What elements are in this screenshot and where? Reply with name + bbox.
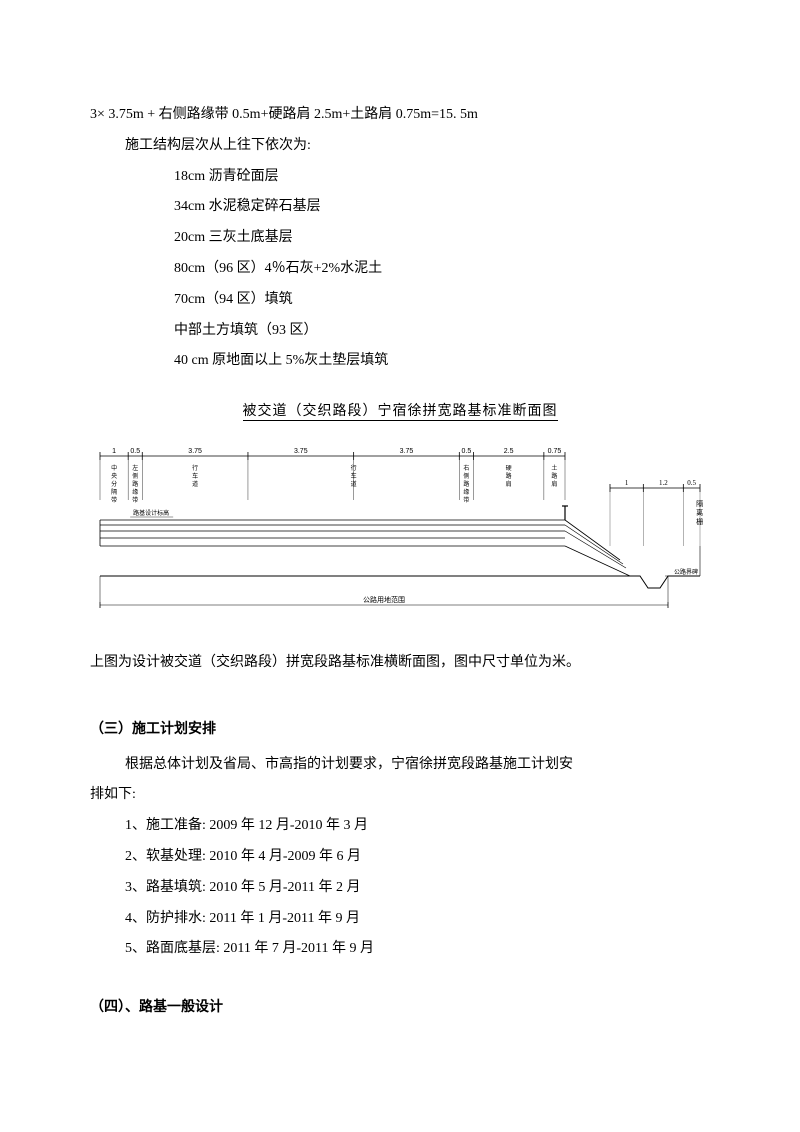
section-3-lead-1: 根据总体计划及省局、市高指的计划要求，宁宿徐拼宽段路基施工计划安 — [90, 750, 710, 781]
svg-text:土: 土 — [551, 464, 557, 472]
diagram-title: 被交道（交织路段）宁宿徐拼宽路基标准断面图 — [90, 397, 710, 428]
formula-line: 3× 3.75m + 右侧路缘带 0.5m+硬路肩 2.5m+土路肩 0.75m… — [90, 100, 710, 131]
svg-text:0.75: 0.75 — [548, 448, 562, 455]
svg-text:带: 带 — [132, 496, 138, 504]
svg-text:0.5: 0.5 — [130, 448, 140, 455]
section-3-heading: （三）施工计划安排 — [90, 715, 710, 746]
svg-text:路: 路 — [551, 472, 557, 480]
svg-text:栅: 栅 — [696, 517, 703, 526]
svg-text:2.5: 2.5 — [504, 448, 514, 455]
svg-text:路: 路 — [506, 472, 512, 480]
schedule-item: 3、路基填筑: 2010 年 5 月-2011 年 2 月 — [90, 873, 710, 904]
svg-text:行: 行 — [192, 464, 198, 472]
layer-item: 20cm 三灰土底基层 — [90, 223, 710, 254]
svg-text:右: 右 — [463, 464, 469, 472]
svg-text:隔: 隔 — [111, 488, 117, 496]
svg-text:公路用地范围: 公路用地范围 — [363, 595, 405, 604]
svg-text:离: 离 — [696, 508, 703, 517]
svg-text:3.75: 3.75 — [188, 448, 202, 455]
svg-text:车: 车 — [192, 472, 198, 480]
svg-text:缘: 缘 — [132, 488, 138, 496]
diagram-caption: 上图为设计被交道（交织路段）拼宽段路基标准横断面图，图中尺寸单位为米。 — [90, 649, 710, 677]
svg-text:路基设计标高: 路基设计标高 — [133, 509, 169, 517]
structure-intro: 施工结构层次从上往下依次为: — [90, 131, 710, 162]
svg-text:左: 左 — [132, 464, 138, 472]
svg-text:中: 中 — [111, 464, 117, 472]
svg-text:硬: 硬 — [506, 465, 512, 472]
svg-text:肩: 肩 — [551, 480, 557, 488]
svg-text:肩: 肩 — [506, 480, 512, 488]
layer-item: 40 cm 原地面以上 5%灰土垫层填筑 — [90, 346, 710, 377]
schedule-item: 5、路面底基层: 2011 年 7 月-2011 年 9 月 — [90, 934, 710, 965]
svg-text:公路界碑: 公路界碑 — [674, 568, 698, 576]
layer-item: 34cm 水泥稳定碎石基层 — [90, 192, 710, 223]
svg-text:缘: 缘 — [463, 488, 469, 496]
svg-text:3.75: 3.75 — [294, 448, 308, 455]
section-4-heading: （四）、路基一般设计 — [90, 993, 710, 1024]
cross-section-diagram: 10.53.753.753.750.52.50.75中央分隔带左侧路缘带行车道行… — [90, 438, 710, 631]
section-3-lead-2: 排如下: — [90, 780, 710, 811]
svg-text:侧: 侧 — [132, 472, 138, 480]
svg-text:1.2: 1.2 — [659, 479, 668, 487]
svg-text:路: 路 — [463, 480, 469, 488]
svg-text:3.75: 3.75 — [400, 448, 414, 455]
svg-text:0.5: 0.5 — [461, 448, 471, 455]
svg-text:央: 央 — [111, 472, 117, 480]
svg-text:1: 1 — [625, 479, 629, 487]
svg-text:带: 带 — [463, 496, 469, 504]
schedule-item: 2、软基处理: 2010 年 4 月-2009 年 6 月 — [90, 842, 710, 873]
layer-item: 70cm（94 区）填筑 — [90, 285, 710, 316]
svg-text:路: 路 — [132, 480, 138, 488]
layer-item: 80cm（96 区）4％石灰+2%水泥土 — [90, 254, 710, 285]
svg-text:隔: 隔 — [696, 499, 703, 508]
svg-text:0.5: 0.5 — [687, 479, 696, 487]
svg-text:侧: 侧 — [463, 472, 469, 480]
layer-item: 18cm 沥青砼面层 — [90, 162, 710, 193]
schedule-item: 4、防护排水: 2011 年 1 月-2011 年 9 月 — [90, 904, 710, 935]
layer-item: 中部土方填筑（93 区） — [90, 316, 710, 347]
schedule-item: 1、施工准备: 2009 年 12 月-2010 年 3 月 — [90, 811, 710, 842]
svg-text:1: 1 — [112, 448, 116, 455]
diagram-title-text: 被交道（交织路段）宁宿徐拼宽路基标准断面图 — [243, 404, 558, 421]
svg-text:分: 分 — [111, 480, 117, 488]
svg-text:道: 道 — [192, 480, 198, 488]
svg-text:带: 带 — [111, 496, 117, 504]
